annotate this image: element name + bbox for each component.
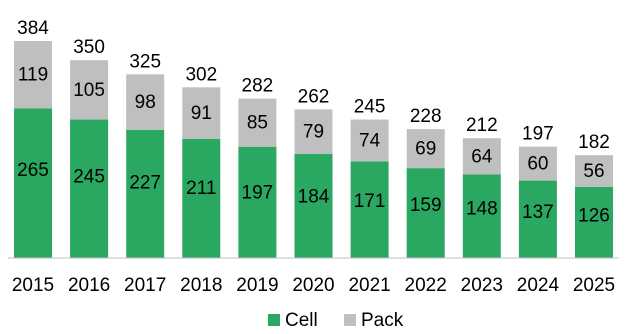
label-total-2019: 282 [242,76,274,97]
x-tick-2017: 2017 [124,275,166,296]
label-cell-2023: 148 [466,199,498,220]
label-total-2016: 350 [73,37,105,58]
label-pack-2020: 79 [303,122,324,143]
label-total-2017: 325 [129,51,161,72]
label-pack-2015: 119 [18,65,48,86]
bar-cell-2024 [518,180,557,258]
labels-group: 265 119 384 245 105 350 227 98 325 211 91 302 197 85 2… [17,18,610,227]
label-total-2018: 302 [185,64,217,85]
x-tick-2025: 2025 [573,275,615,296]
bar-pack-2015 [14,41,52,109]
label-pack-2019: 85 [247,113,268,134]
label-total-2024: 197 [522,124,554,145]
bar-pack-2019 [238,98,277,147]
bar-cell-2019 [238,146,277,258]
bar-pack-2016 [70,60,109,120]
bar-cell-2020 [294,154,333,258]
bar-pack-2025 [575,155,613,187]
label-total-2021: 245 [354,97,386,118]
label-cell-2018: 211 [186,178,216,199]
bar-pack-2020 [294,109,333,155]
bar-cell-2018 [182,138,221,258]
bar-cell-2022 [406,168,445,258]
label-cell-2017: 227 [129,173,161,194]
label-pack-2018: 91 [191,103,212,124]
label-pack-2022: 69 [415,139,436,160]
bar-pack-2021 [350,119,389,162]
x-tick-2021: 2021 [348,275,390,296]
label-cell-2019: 197 [242,182,274,203]
x-tick-2018: 2018 [180,275,222,296]
label-total-2023: 212 [466,115,498,136]
x-tick-2024: 2024 [517,275,560,296]
bar-cell-2023 [462,174,501,258]
x-tick-labels: 2015 2016 2017 2018 2019 2020 2021 2022 2023 2024… [12,275,615,296]
legend-swatch-cell [268,314,280,326]
bar-pack-2023 [462,138,501,175]
legend-swatch-pack [344,314,356,326]
x-tick-2022: 2022 [405,275,447,296]
label-total-2025: 182 [578,132,610,153]
label-total-2022: 228 [410,106,442,127]
x-tick-2020: 2020 [292,275,334,296]
bar-cell-2021 [350,161,389,258]
bar-cell-2016 [70,119,109,259]
x-tick-2015: 2015 [12,275,54,296]
label-cell-2015: 265 [17,160,49,181]
bars-group [14,41,613,259]
bar-cell-2015 [14,108,52,258]
label-pack-2017: 98 [135,92,156,113]
label-total-2020: 262 [298,86,330,107]
label-pack-2021: 74 [359,130,381,151]
label-cell-2024: 137 [522,202,554,223]
label-cell-2021: 171 [354,191,386,212]
label-cell-2025: 126 [578,206,610,227]
bar-cell-2025 [575,186,613,258]
bar-pack-2024 [518,146,557,181]
x-tick-2023: 2023 [461,275,503,296]
label-pack-2023: 64 [471,146,493,167]
label-pack-2025: 56 [583,161,604,182]
label-pack-2024: 60 [527,154,548,175]
bar-pack-2017 [126,74,165,130]
label-pack-2016: 105 [73,80,105,101]
legend-label-pack: Pack [361,310,404,331]
bar-cell-2017 [126,129,165,258]
legend-label-cell: Cell [285,310,318,331]
x-tick-2016: 2016 [68,275,110,296]
bar-pack-2018 [182,87,221,139]
label-cell-2020: 184 [298,187,330,208]
label-total-2015: 384 [17,18,49,39]
legend: Cell Pack [268,310,404,331]
x-tick-2019: 2019 [236,275,278,296]
bar-pack-2022 [406,129,445,169]
label-cell-2022: 159 [410,195,442,216]
label-cell-2016: 245 [73,167,105,188]
